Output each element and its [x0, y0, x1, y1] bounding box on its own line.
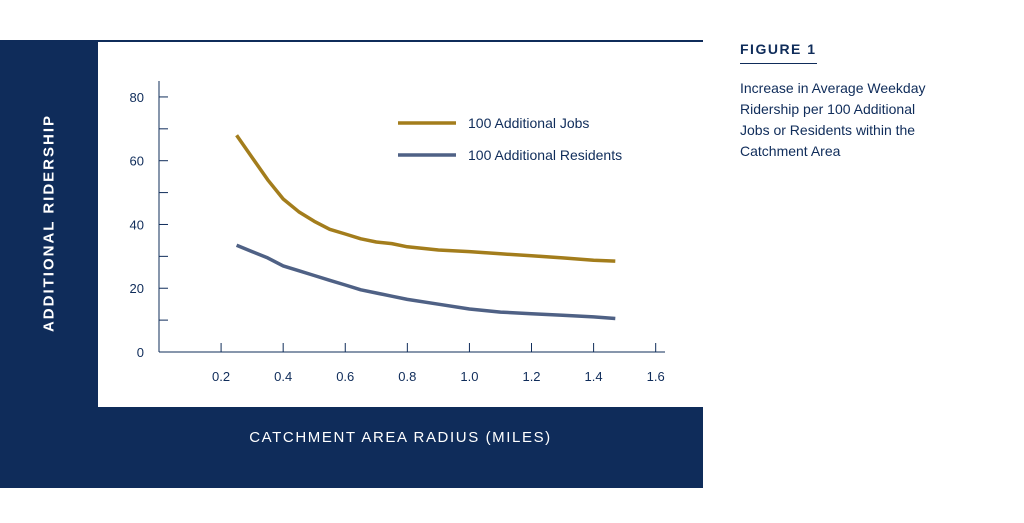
series-line-jobs: [235, 134, 616, 263]
x-tick-label: 0.6: [336, 369, 354, 384]
y-axis-title-area: ADDITIONAL RIDERSHIP: [0, 40, 98, 407]
y-tick-label: 80: [130, 90, 144, 105]
x-axis-title: CATCHMENT AREA RADIUS (MILES): [249, 429, 552, 446]
y-tick-label: 0: [137, 345, 144, 360]
x-tick-label: 1.2: [522, 369, 540, 384]
line-chart: 0 20 40 60 80 0.2 0.4 0.6 0.8 1.0 1.2 1.4 1.6 100 Ad…: [130, 81, 665, 384]
x-tick-label: 1.4: [585, 369, 603, 384]
y-tick-label: 60: [130, 154, 144, 169]
legend: 100 Additional Jobs 100 Additional Resid…: [398, 115, 622, 163]
figure-description: Increase in Average Weekday Ridership pe…: [740, 80, 926, 159]
x-tick-label: 0.8: [398, 369, 416, 384]
legend-label-residents: 100 Additional Residents: [468, 147, 622, 163]
figure-number: FIGURE 1: [740, 41, 817, 64]
axes: 0 20 40 60 80 0.2 0.4 0.6 0.8 1.0 1.2 1.4 1.6: [130, 81, 665, 384]
series-line-residents: [235, 243, 616, 321]
x-tick-label: 0.4: [274, 369, 292, 384]
y-tick-label: 40: [130, 217, 144, 232]
series-lines: [235, 134, 616, 321]
x-tick-label: 1.0: [460, 369, 478, 384]
y-tick-label: 20: [130, 281, 144, 296]
y-axis-title: ADDITIONAL RIDERSHIP: [40, 113, 58, 333]
x-tick-label: 1.6: [647, 369, 665, 384]
plot-area: 0 20 40 60 80 0.2 0.4 0.6 0.8 1.0 1.2 1.4 1.6 100 Ad…: [98, 42, 703, 407]
legend-label-jobs: 100 Additional Jobs: [468, 115, 589, 131]
figure-caption: FIGURE 1 Increase in Average Weekday Rid…: [740, 41, 1010, 162]
x-tick-label: 0.2: [212, 369, 230, 384]
